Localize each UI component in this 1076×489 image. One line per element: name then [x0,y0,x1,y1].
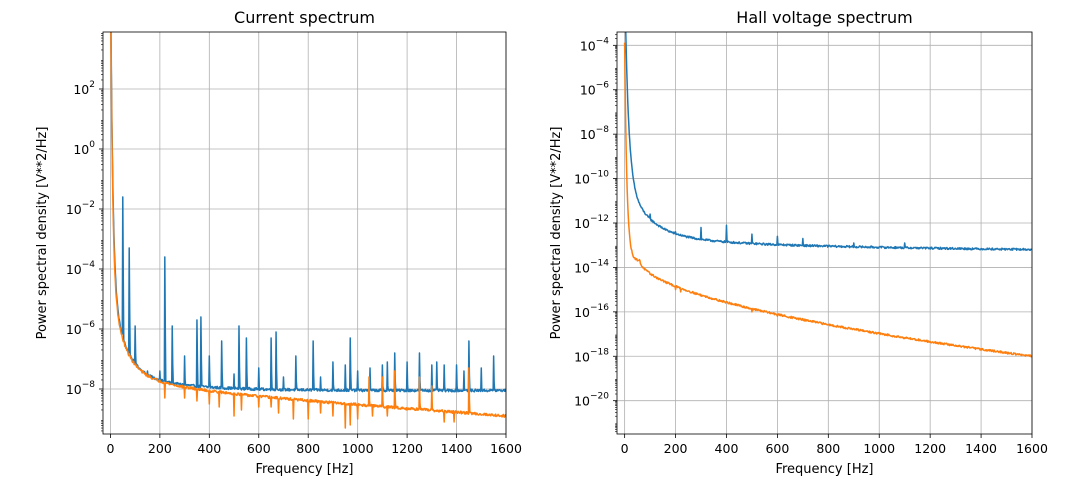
x-tick-label: 1400 [441,441,473,456]
x-tick-label: 600 [765,441,789,456]
chart-2: 0 200 400 600 800 1000 1200 1400 1600 10−4 10−6 10−… [549,8,1048,477]
x-tick-label: 600 [247,441,271,456]
y-tick-label: 10−18 [574,347,609,364]
y-tick-label: 102 [73,80,95,97]
grid [617,32,1033,434]
x-tick-label: 1600 [490,441,522,456]
y-tick-label: 10−2 [66,200,95,217]
series-line-1 [110,32,506,393]
y-tick-label: 10−20 [574,392,609,409]
y-tick-label: 10−6 [66,320,95,337]
chart-title: Hall voltage spectrum [736,8,912,27]
y-tick-label: 100 [73,140,95,157]
x-axis-label: Frequency [Hz] [775,462,873,477]
x-tick-label: 1600 [1016,441,1048,456]
y-tick-label: 10−6 [580,81,609,98]
x-axis-label: Frequency [Hz] [255,462,353,477]
x-tick-label: 400 [197,441,221,456]
y-tick-label: 10−12 [574,214,609,231]
x-tick-label: 1200 [391,441,423,456]
x-tick-label: 800 [816,441,840,456]
axes-frame [616,31,1033,435]
x-tick-label: 1000 [863,441,895,456]
x-tick-label: 0 [621,441,629,456]
axes-frame [102,31,507,435]
series-group [110,32,506,429]
x-tick-label: 0 [106,441,114,456]
y-tick-label: 10−8 [66,380,95,397]
x-tick-label: 800 [296,441,320,456]
y-tick-label: 10−8 [580,125,609,142]
y-tick-label: 10−14 [574,258,609,275]
x-tick-label: 1000 [342,441,374,456]
y-tick-label: 10−10 [574,170,609,187]
y-axis-label: Power spectral density [V**2/Hz] [549,127,564,340]
series-line-1 [625,32,1032,252]
y-tick-label: 10−4 [66,260,95,277]
series-line-2 [623,42,1032,358]
x-tick-label: 1200 [914,441,946,456]
x-tick-label: 400 [715,441,739,456]
y-tick-label: 10−16 [574,303,609,320]
series-group [623,32,1032,358]
x-tick-label: 1400 [965,441,997,456]
y-axis-label: Power spectral density [V**2/Hz] [35,127,50,340]
x-tick-label: 200 [148,441,172,456]
grid [103,32,507,434]
x-tick-label: 200 [664,441,688,456]
chart-1: 0 200 400 600 800 1000 1200 1400 1600 102 100 10−2 1… [35,8,522,477]
y-tick-label: 10−4 [580,36,609,53]
chart-title: Current spectrum [234,8,375,27]
series-line-2 [110,32,506,429]
